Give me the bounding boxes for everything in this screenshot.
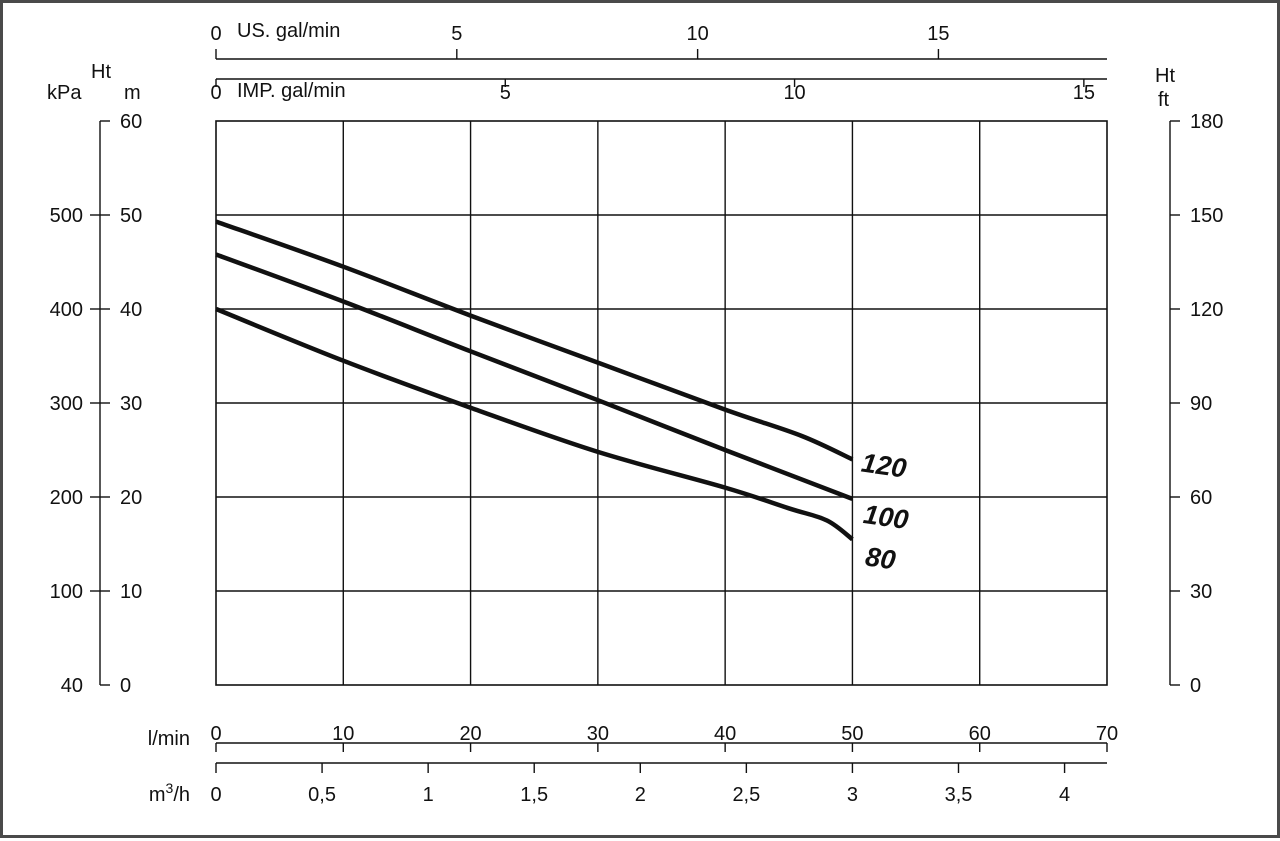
axis-impgal-tick-label: 15 xyxy=(1073,82,1095,104)
axis-m3h-tick-label: 2 xyxy=(635,784,646,806)
axis-impgal-label: IMP. gal/min xyxy=(237,80,346,102)
series-curve-100 xyxy=(215,252,854,501)
axis-kpa-tick-label: 500 xyxy=(50,205,83,227)
axis-usgal-tick-label: 0 xyxy=(210,23,221,45)
labels: 120 100 80 xyxy=(860,448,911,576)
axis-ft-tick-label: 180 xyxy=(1190,111,1223,133)
axis-right-ht-label: Ht xyxy=(1155,65,1175,87)
axis-usgal-tick-label: 15 xyxy=(927,23,949,45)
axis-m3h-tick-label: 0,5 xyxy=(308,784,336,806)
series-label-100: 100 xyxy=(862,499,911,535)
axis-kpa-tick-label: 300 xyxy=(50,393,83,415)
axis-ft-tick-label: 0 xyxy=(1190,675,1201,697)
axis-m3h-label: m3/h xyxy=(149,780,190,806)
axis-m3h-tick-label: 1 xyxy=(423,784,434,806)
axis-ft-tick-label: 120 xyxy=(1190,299,1223,321)
axis-kpa-tick-label: 400 xyxy=(50,299,83,321)
series-label-120: 120 xyxy=(860,448,909,484)
axis-impgal-tick-label: 5 xyxy=(500,82,511,104)
axis-kpa-label: kPa xyxy=(47,82,82,104)
axis-kpa-tick-label: 100 xyxy=(50,581,83,603)
axis-ft-tick-label: 60 xyxy=(1190,487,1212,509)
axis-m3h-tick-label: 1,5 xyxy=(520,784,548,806)
axis-ft-tick-label: 150 xyxy=(1190,205,1223,227)
axis-left-ht-label: Ht xyxy=(91,61,111,83)
series-label-80: 80 xyxy=(864,542,898,576)
axis-usgal-label: US. gal/min xyxy=(237,20,340,42)
axis-m3h-tick-label: 3 xyxy=(847,784,858,806)
axis-impgal-tick-label: 10 xyxy=(783,82,805,104)
axis-m-label: m xyxy=(124,82,141,104)
series-curve-120 xyxy=(215,219,854,462)
axis-m-tick-label: 30 xyxy=(120,393,142,415)
axis-ft-label: ft xyxy=(1158,89,1170,111)
axis-lmin-tick-label: 70 xyxy=(1096,723,1118,745)
axis-lmin-tick-label: 40 xyxy=(714,723,736,745)
axis-m-tick-label: 60 xyxy=(120,111,142,133)
axis-m-tick-label: 40 xyxy=(120,299,142,321)
axis-lmin-tick-label: 0 xyxy=(210,723,221,745)
axis-lmin-tick-label: 50 xyxy=(841,723,863,745)
axis-lmin-label: l/min xyxy=(148,728,190,750)
axis-m3h-tick-label: 0 xyxy=(210,784,221,806)
axis-m-tick-label: 20 xyxy=(120,487,142,509)
axis-m3h-tick-label: 2,5 xyxy=(732,784,760,806)
axis-ft-tick-label: 90 xyxy=(1190,393,1212,415)
series xyxy=(215,219,854,542)
axis-usgal-tick-label: 5 xyxy=(451,23,462,45)
series-curve-80 xyxy=(215,306,854,542)
grid xyxy=(215,120,1108,686)
axis-impgal-tick-label: 0 xyxy=(210,82,221,104)
axis-kpa-bottom-label: 40 xyxy=(61,675,83,697)
axis-lmin-tick-label: 20 xyxy=(459,723,481,745)
axis-usgal-tick-label: 10 xyxy=(686,23,708,45)
axis-m-tick-label: 0 xyxy=(120,675,131,697)
axis-m-tick-label: 50 xyxy=(120,205,142,227)
axis-m3h-tick-label: 4 xyxy=(1059,784,1070,806)
axis-lmin-tick-label: 10 xyxy=(332,723,354,745)
axis-lmin-tick-label: 30 xyxy=(587,723,609,745)
axis-ft-tick-label: 30 xyxy=(1190,581,1212,603)
axis-kpa-tick-label: 200 xyxy=(50,487,83,509)
axis-lmin-tick-label: 60 xyxy=(969,723,991,745)
axis-m-tick-label: 10 xyxy=(120,581,142,603)
axis-m3h-tick-label: 3,5 xyxy=(945,784,973,806)
